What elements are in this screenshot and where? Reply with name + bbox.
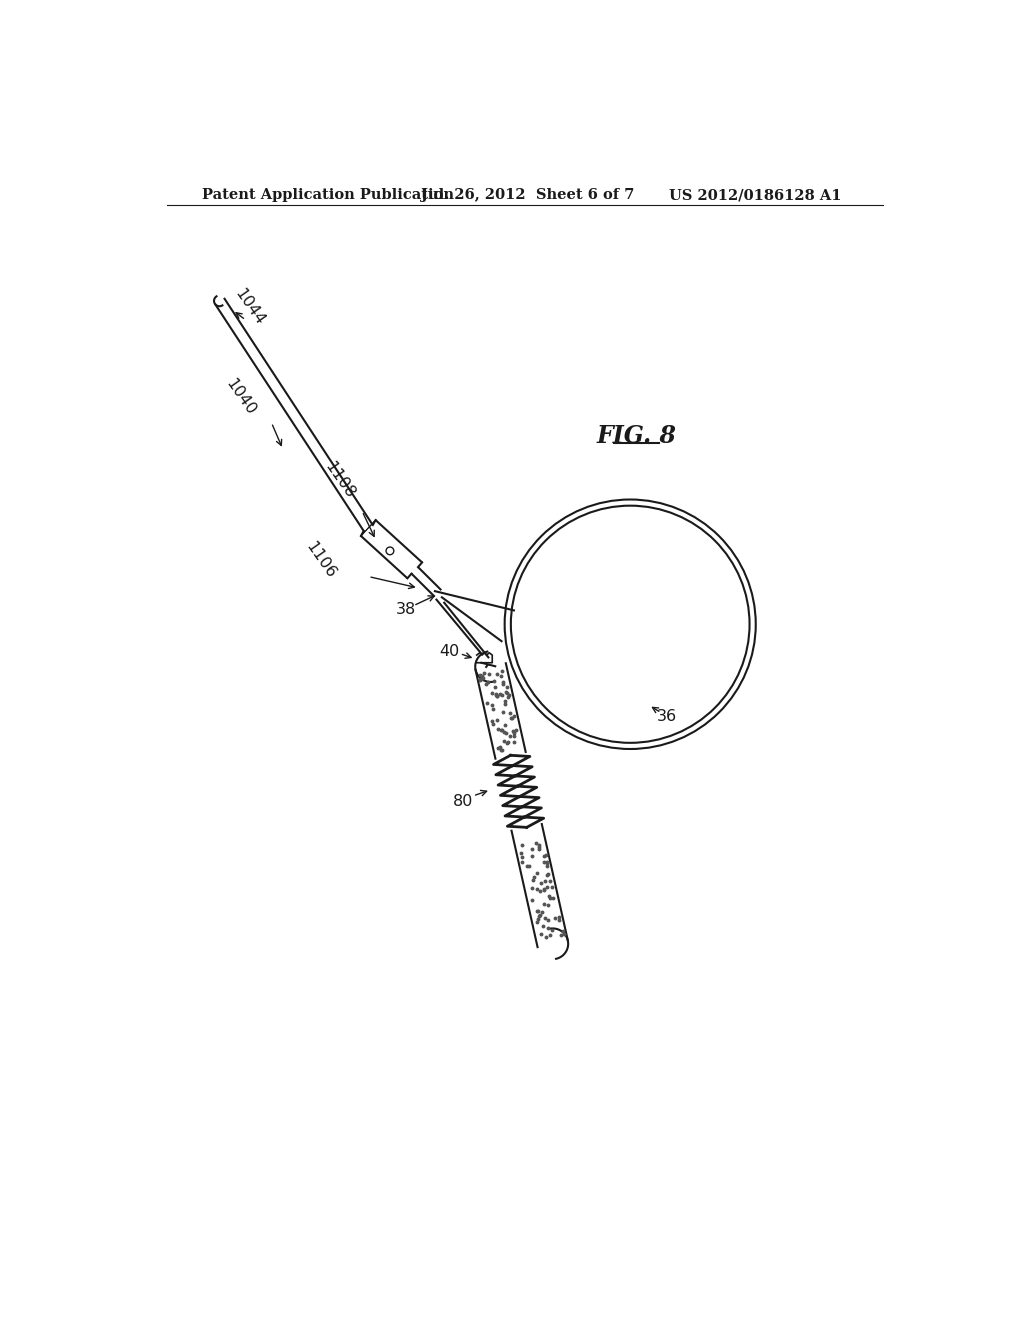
Text: 36: 36: [656, 709, 677, 725]
Text: 1040: 1040: [222, 376, 258, 418]
Text: 1044: 1044: [231, 286, 267, 327]
Text: 1106: 1106: [302, 540, 338, 581]
Text: Jul. 26, 2012  Sheet 6 of 7: Jul. 26, 2012 Sheet 6 of 7: [421, 189, 634, 202]
Text: Patent Application Publication: Patent Application Publication: [202, 189, 454, 202]
Text: 40: 40: [439, 644, 460, 659]
Text: US 2012/0186128 A1: US 2012/0186128 A1: [669, 189, 842, 202]
Text: 80: 80: [453, 793, 473, 809]
Text: 1108: 1108: [322, 459, 357, 502]
Text: FIG. 8: FIG. 8: [596, 424, 677, 447]
Text: 38: 38: [395, 602, 416, 618]
